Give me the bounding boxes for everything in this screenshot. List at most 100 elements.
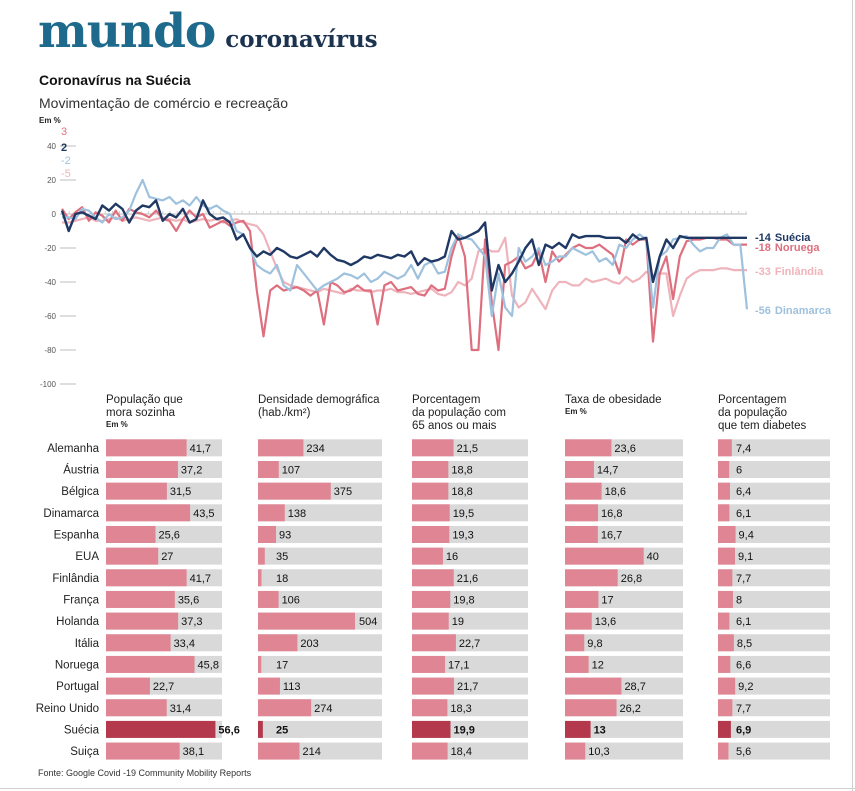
bar-value-label: 17 — [276, 659, 288, 671]
bar-fill — [106, 547, 159, 565]
bar-value-label: 14,7 — [597, 464, 618, 476]
column-header: Taxa de obesidade Em % — [565, 394, 715, 416]
bar-fill — [565, 699, 617, 717]
column-header-line: Porcentagem — [412, 394, 481, 406]
bar-fill — [258, 525, 277, 543]
bar-fill — [106, 699, 167, 717]
start-label: -2 — [61, 155, 71, 167]
bar-value-label: 19,5 — [453, 508, 474, 520]
bar-fill — [412, 482, 449, 500]
bar-fill — [258, 634, 298, 652]
bar-track — [106, 504, 222, 522]
bar-track — [718, 525, 830, 543]
bar-fill — [258, 460, 279, 478]
bar-fill — [106, 439, 187, 457]
end-label: -56 Dinamarca — [755, 305, 832, 317]
bar-track — [412, 482, 528, 500]
country-label: Suiça — [70, 746, 99, 758]
bar-value-label: 6,6 — [736, 659, 751, 671]
bar-value-label: 274 — [314, 703, 332, 715]
bar-value-label: 5,6 — [736, 746, 751, 758]
bar-value-label: 7,7 — [736, 703, 751, 715]
bar-track — [258, 482, 382, 500]
section-title: mundo — [38, 4, 216, 59]
bar-fill — [106, 525, 156, 543]
bar-fill — [565, 569, 618, 587]
bar-fill — [718, 482, 730, 500]
country-label: Holanda — [56, 616, 99, 628]
bar-track — [106, 569, 222, 587]
bar-fill — [412, 460, 449, 478]
bar-track — [412, 460, 528, 478]
bar-fill — [106, 720, 216, 738]
y-tick-label: -80 — [44, 346, 56, 355]
bar-value-label: 28,7 — [624, 681, 645, 693]
bar-track — [565, 439, 683, 457]
bar-value-label: 35 — [276, 551, 288, 563]
bar-fill — [258, 612, 355, 630]
bar-value-label: 19,9 — [453, 724, 474, 736]
bar-value-label: 9,2 — [738, 681, 753, 693]
bar-value-label: 25 — [276, 724, 288, 736]
end-value: -18 — [755, 242, 771, 254]
start-label: 3 — [61, 126, 67, 138]
bar-value-label: 93 — [279, 529, 291, 541]
bar-fill — [718, 699, 733, 717]
bar-fill — [565, 742, 586, 760]
column-header-line: (hab./km²) — [258, 407, 311, 419]
bar-value-label: 16,8 — [601, 508, 622, 520]
bar-value-label: 7,7 — [736, 573, 751, 585]
bar-value-label: 6,4 — [736, 486, 751, 498]
country-label: EUA — [75, 551, 99, 563]
bar-fill — [565, 460, 594, 478]
bar-track — [106, 590, 222, 608]
bar-value-label: 16 — [446, 551, 458, 563]
end-series-name: Dinamarca — [775, 305, 832, 317]
bar-track — [258, 677, 382, 695]
bar-track — [412, 590, 528, 608]
y-tick-label: -60 — [44, 312, 56, 321]
bar-value-label: 38,1 — [183, 746, 204, 758]
bar-value-label: 19,3 — [452, 529, 473, 541]
bar-value-label: 6,1 — [736, 508, 751, 520]
bar-track — [412, 699, 528, 717]
bar-value-label: 13 — [594, 724, 606, 736]
bar-track — [106, 720, 222, 738]
bar-value-label: 138 — [288, 508, 306, 520]
country-label: Portugal — [56, 681, 99, 693]
bar-value-label: 41,7 — [190, 573, 211, 585]
chart-title: Coronavírus na Suécia — [39, 72, 191, 88]
bar-fill — [718, 525, 736, 543]
bar-fill — [565, 590, 599, 608]
bar-fill — [718, 569, 733, 587]
bar-track — [718, 504, 830, 522]
y-tick-label: -100 — [40, 380, 57, 389]
bar-fill — [718, 504, 730, 522]
bar-track — [412, 634, 528, 652]
bar-track — [258, 655, 382, 673]
bar-track — [106, 655, 222, 673]
end-series-name: Noruega — [775, 242, 821, 254]
bar-value-label: 8,5 — [737, 638, 752, 650]
bar-value-label: 26,8 — [621, 573, 642, 585]
bar-track — [565, 612, 683, 630]
frame-right-border — [852, 0, 853, 791]
bar-fill — [412, 677, 454, 695]
bar-track — [718, 460, 830, 478]
section-topic: coronavírus — [225, 26, 378, 53]
bar-value-label: 106 — [282, 594, 300, 606]
bar-track — [412, 569, 528, 587]
country-label: Suécia — [64, 724, 100, 736]
bar-track — [258, 547, 382, 565]
bar-value-label: 35,6 — [178, 594, 199, 606]
y-tick-label: 20 — [47, 176, 56, 185]
bar-fill — [565, 634, 585, 652]
bar-fill — [412, 525, 450, 543]
column-header-line: da população — [718, 407, 788, 419]
bar-value-label: 18,4 — [451, 746, 472, 758]
column-header: Densidade demográfica (hab./km²) — [258, 394, 408, 420]
bar-value-label: 17,1 — [448, 659, 469, 671]
bar-fill — [258, 720, 263, 738]
chart-subtitle: Movimentação de comércio e recreação — [39, 95, 289, 111]
bar-value-label: 107 — [282, 464, 300, 476]
